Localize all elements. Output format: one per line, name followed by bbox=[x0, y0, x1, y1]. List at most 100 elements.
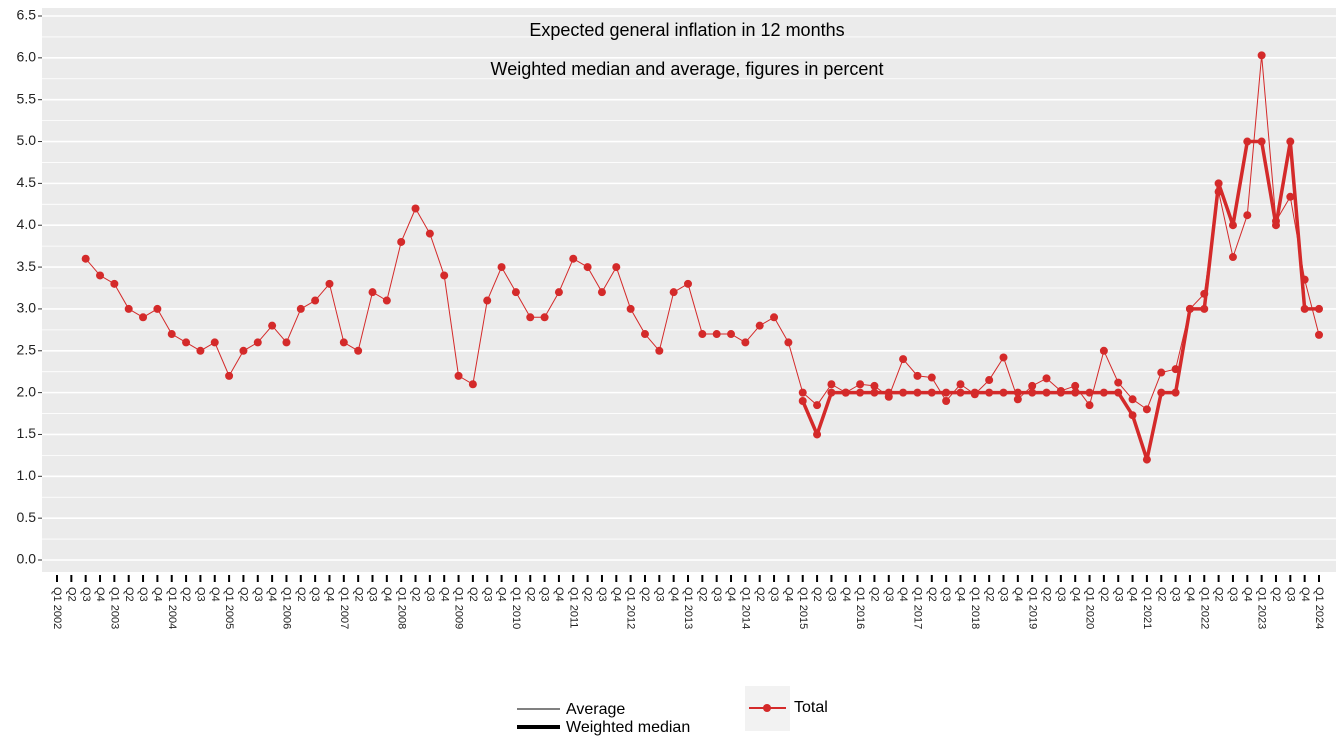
data-point bbox=[684, 279, 692, 288]
data-point bbox=[813, 401, 822, 410]
x-tick-label: Q2 bbox=[467, 587, 479, 602]
data-point bbox=[1114, 378, 1123, 387]
legend-label: Weighted median bbox=[566, 719, 690, 736]
data-point bbox=[354, 346, 363, 355]
data-point bbox=[210, 338, 219, 347]
data-point bbox=[1085, 401, 1094, 410]
data-point bbox=[970, 388, 979, 397]
x-tick-label: Q1 2004 bbox=[166, 587, 178, 629]
data-point bbox=[942, 396, 951, 405]
data-point bbox=[425, 229, 434, 238]
data-point bbox=[913, 388, 922, 397]
data-point bbox=[1142, 405, 1151, 414]
data-point bbox=[1228, 221, 1237, 230]
legend: Average Weighted median Total bbox=[517, 686, 828, 736]
data-point bbox=[440, 271, 449, 280]
x-tick-label: Q3 bbox=[596, 587, 608, 602]
data-point bbox=[956, 380, 965, 389]
x-tick-label: Q3 bbox=[883, 587, 895, 602]
data-point bbox=[1128, 395, 1137, 404]
data-point bbox=[870, 381, 879, 390]
x-tick-label: Q4 bbox=[668, 587, 680, 602]
data-point bbox=[1042, 388, 1051, 397]
x-tick-label: Q2 bbox=[983, 587, 995, 602]
x-tick-label: Q3 bbox=[1170, 587, 1182, 602]
x-tick-label: Q4 bbox=[438, 587, 450, 602]
chart-title: Expected general inflation in 12 months bbox=[529, 20, 844, 40]
x-tick-label: Q2 bbox=[869, 587, 881, 602]
y-tick-label: 4.5 bbox=[17, 174, 37, 190]
data-point bbox=[253, 338, 262, 347]
x-tick-label: Q3 bbox=[80, 587, 92, 602]
data-point bbox=[139, 313, 148, 322]
y-tick-label: 5.5 bbox=[17, 90, 37, 106]
data-point bbox=[727, 330, 736, 339]
x-tick-label: Q3 bbox=[1055, 587, 1067, 602]
data-point bbox=[1099, 346, 1108, 355]
data-point bbox=[153, 304, 162, 313]
data-point bbox=[927, 373, 936, 382]
x-tick-label: Q3 bbox=[768, 587, 780, 602]
data-point bbox=[1128, 411, 1137, 420]
x-tick-label: Q1 2014 bbox=[739, 587, 751, 629]
x-tick-label: Q1 2009 bbox=[453, 587, 465, 629]
data-point bbox=[1315, 330, 1323, 339]
x-tick-label: Q2 bbox=[754, 587, 766, 602]
x-tick-label: Q1 2011 bbox=[567, 587, 579, 628]
data-point bbox=[225, 371, 234, 380]
chart-subtitle: Weighted median and average, figures in … bbox=[491, 59, 884, 79]
data-point bbox=[1257, 51, 1266, 60]
data-point bbox=[268, 321, 277, 330]
data-point bbox=[741, 338, 750, 347]
x-tick-label: Q2 bbox=[1041, 587, 1053, 602]
data-point bbox=[540, 313, 549, 322]
x-tick-label: Q2 bbox=[639, 587, 651, 602]
data-point bbox=[1085, 388, 1094, 397]
data-point bbox=[1257, 137, 1266, 146]
x-tick-label: Q2 bbox=[238, 587, 250, 602]
data-point bbox=[526, 313, 535, 322]
data-point bbox=[1099, 388, 1108, 397]
data-point bbox=[870, 388, 879, 397]
data-point bbox=[411, 204, 420, 213]
data-point bbox=[712, 330, 721, 339]
y-tick-label: 1.0 bbox=[17, 467, 37, 483]
data-point bbox=[167, 330, 176, 339]
data-point bbox=[339, 338, 348, 347]
data-point bbox=[468, 380, 477, 389]
x-tick-label: Q4 bbox=[1012, 587, 1024, 602]
data-point bbox=[856, 380, 865, 389]
y-tick-label: 6.0 bbox=[17, 49, 37, 65]
x-tick-label: Q3 bbox=[826, 587, 838, 602]
data-point bbox=[1013, 395, 1022, 404]
data-point bbox=[1171, 388, 1180, 397]
data-point bbox=[1271, 221, 1280, 230]
x-tick-label: Q4 bbox=[151, 587, 163, 602]
x-tick-label: Q2 bbox=[811, 587, 823, 602]
data-point bbox=[1042, 374, 1051, 383]
x-tick-label: Q1 2007 bbox=[338, 587, 350, 629]
data-point bbox=[454, 371, 463, 380]
x-tick-label: Q4 bbox=[725, 587, 737, 602]
x-tick-label: Q1 2010 bbox=[510, 587, 522, 629]
x-tick-label: Q4 bbox=[496, 587, 508, 602]
x-tick-label: Q3 bbox=[137, 587, 149, 602]
x-tick-label: Q2 bbox=[524, 587, 536, 602]
data-point bbox=[282, 338, 291, 347]
y-tick-label: 2.5 bbox=[17, 341, 37, 357]
data-point bbox=[1142, 455, 1151, 464]
data-point bbox=[1071, 388, 1080, 397]
x-tick-label: Q3 bbox=[195, 587, 207, 602]
data-point bbox=[827, 380, 836, 389]
y-tick-label: 0.0 bbox=[17, 551, 37, 567]
x-tick-label: Q1 2019 bbox=[1026, 587, 1038, 629]
x-tick-label: Q1 2017 bbox=[912, 587, 924, 629]
x-tick-label: Q2 bbox=[696, 587, 708, 602]
x-tick-label: Q1 2015 bbox=[797, 587, 809, 629]
x-tick-label: Q1 2003 bbox=[108, 587, 120, 629]
data-point bbox=[956, 388, 965, 397]
x-tick-label: Q4 bbox=[840, 587, 852, 602]
x-tick-label: Q1 2005 bbox=[223, 587, 235, 629]
x-tick-label: Q1 2006 bbox=[281, 587, 293, 629]
